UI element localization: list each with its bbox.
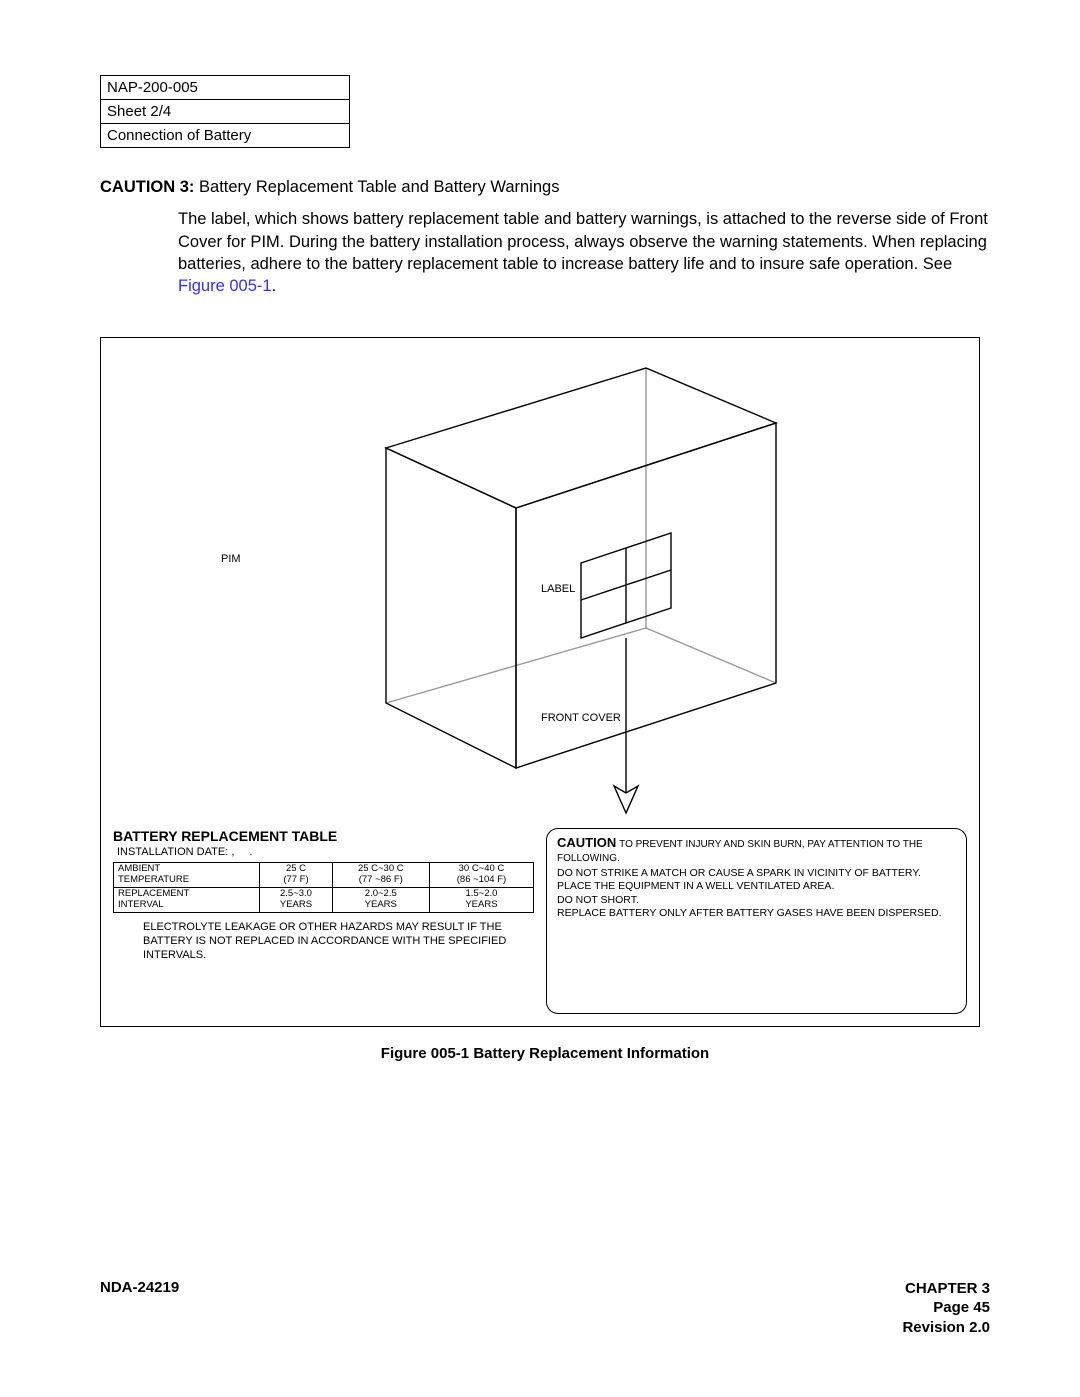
caution-items: DO NOT STRIKE A MATCH OR CAUSE A SPARK I…: [557, 867, 956, 920]
caution-3-block: CAUTION 3: Battery Replacement Table and…: [100, 176, 990, 297]
caution-heading: Battery Replacement Table and Battery Wa…: [199, 178, 559, 196]
footer-page: Page 45: [902, 1298, 990, 1318]
footer-doc-id: NDA-24219: [100, 1279, 179, 1338]
pim-box-icon: [266, 348, 816, 828]
figure-005-1-box: PIM LABEL FRONT COVER: [100, 337, 980, 1027]
footer-right: CHAPTER 3 Page 45 Revision 2.0: [902, 1279, 990, 1338]
caution-label: CAUTION 3:: [100, 178, 194, 196]
installation-date-line: INSTALLATION DATE: , .: [117, 846, 534, 858]
replacement-note: ELECTROLYTE LEAKAGE OR OTHER HAZARDS MAY…: [143, 921, 534, 962]
row-label: AMBIENT TEMPERATURE: [114, 863, 260, 888]
caution-body-text: The label, which shows battery replaceme…: [178, 210, 988, 273]
figure-link[interactable]: Figure 005-1: [178, 277, 272, 295]
info-panel: BATTERY REPLACEMENT TABLE INSTALLATION D…: [113, 828, 967, 1014]
table-row: AMBIENT TEMPERATURE 25 C (77 F) 25 C~30 …: [114, 863, 534, 888]
caution-box: CAUTION TO PREVENT INJURY AND SKIN BURN,…: [546, 828, 967, 1014]
caution-box-block: CAUTION TO PREVENT INJURY AND SKIN BURN,…: [546, 828, 967, 1014]
pim-diagram: PIM LABEL FRONT COVER: [101, 338, 979, 828]
figure-caption: Figure 005-1 Battery Replacement Informa…: [100, 1045, 990, 1062]
footer-revision: Revision 2.0: [902, 1318, 990, 1338]
header-id-table: NAP-200-005 Sheet 2/4 Connection of Batt…: [100, 75, 350, 148]
replacement-table-title: BATTERY REPLACEMENT TABLE: [113, 828, 534, 844]
footer-chapter: CHAPTER 3: [902, 1279, 990, 1299]
caution-body-after: .: [272, 277, 277, 295]
replacement-table-block: BATTERY REPLACEMENT TABLE INSTALLATION D…: [113, 828, 534, 1014]
caution-box-label: CAUTION: [557, 835, 616, 850]
replacement-table: AMBIENT TEMPERATURE 25 C (77 F) 25 C~30 …: [113, 862, 534, 913]
page-footer: NDA-24219 CHAPTER 3 Page 45 Revision 2.0: [100, 1279, 990, 1338]
doc-title: Connection of Battery: [101, 124, 350, 148]
row-label: REPLACEMENT INTERVAL: [114, 888, 260, 913]
doc-id: NAP-200-005: [101, 76, 350, 100]
caution-body: The label, which shows battery replaceme…: [178, 208, 990, 297]
sheet-number: Sheet 2/4: [101, 100, 350, 124]
pim-label: PIM: [221, 553, 241, 565]
table-row: REPLACEMENT INTERVAL 2.5~3.0 YEARS 2.0~2…: [114, 888, 534, 913]
